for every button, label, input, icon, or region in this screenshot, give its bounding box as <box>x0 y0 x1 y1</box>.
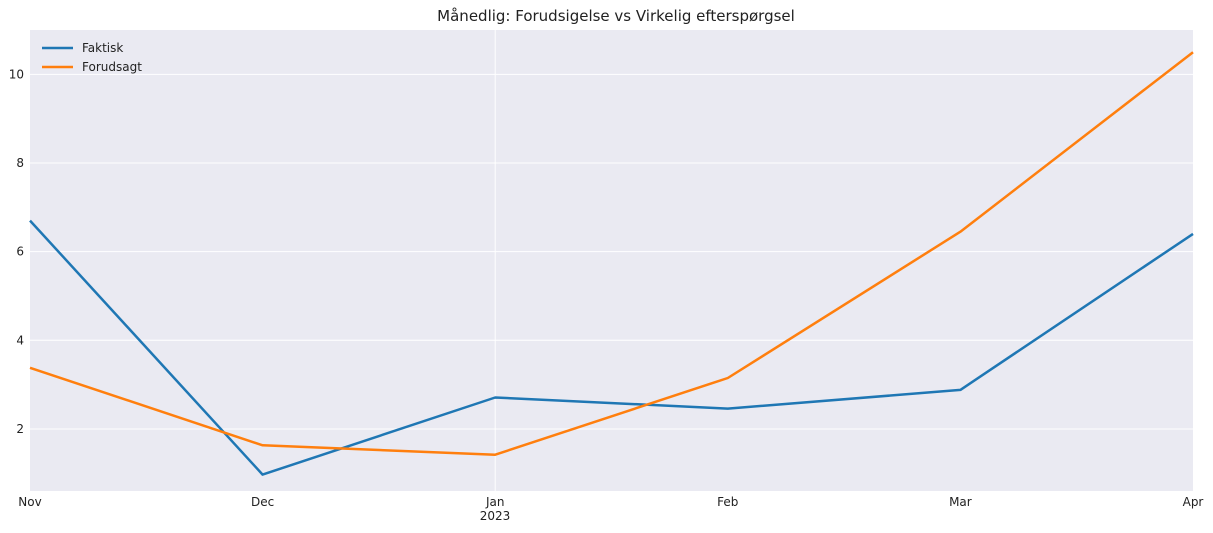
y-tick-label: 10 <box>9 67 24 81</box>
grid-lines <box>30 30 1193 491</box>
legend-label: Forudsagt <box>82 60 142 74</box>
y-tick-label: 2 <box>16 422 24 436</box>
y-tick-label: 4 <box>16 333 24 347</box>
y-tick-label: 8 <box>16 156 24 170</box>
x-tick-label: Jan <box>485 495 505 509</box>
x-tick-label: Feb <box>717 495 738 509</box>
legend-label: Faktisk <box>82 41 123 55</box>
x-axis-year-label: 2023 <box>480 509 511 523</box>
plot-area <box>30 30 1193 491</box>
x-tick-label: Dec <box>251 495 274 509</box>
x-tick-label: Nov <box>18 495 41 509</box>
chart-title: Månedlig: Forudsigelse vs Virkelig efter… <box>437 7 795 25</box>
series-line-2 <box>29 51 1194 456</box>
y-axis-ticks: 2 4 6 8 10 <box>9 67 24 436</box>
x-axis-ticks: Nov Dec Jan Feb Mar Apr <box>18 495 1203 509</box>
x-tick-label: Mar <box>949 495 972 509</box>
legend: Faktisk Forudsagt <box>42 41 142 74</box>
series-lines <box>29 51 1194 476</box>
x-tick-label: Apr <box>1183 495 1204 509</box>
y-tick-label: 6 <box>16 245 24 259</box>
